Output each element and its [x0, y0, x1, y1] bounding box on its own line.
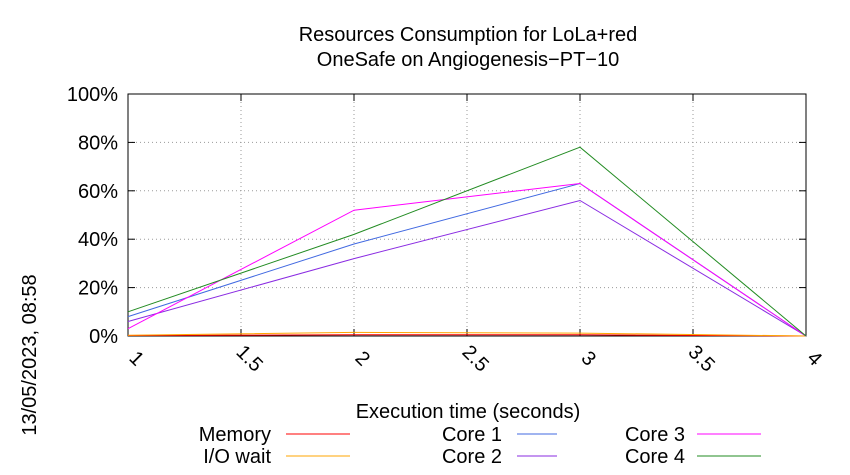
- series-line-memory: [127, 334, 807, 337]
- gridlines: [128, 94, 806, 336]
- y-tick-label: 80%: [78, 132, 118, 154]
- chart-title: Resources Consumption for LoLa+red: [299, 24, 638, 46]
- x-tick-label: 3.5: [684, 341, 719, 376]
- chart-subtitle: OneSafe on Angiogenesis−PT−10: [317, 49, 619, 71]
- timestamp-label: 13/05/2023, 08:58: [19, 274, 41, 435]
- series-line-core-3: [127, 182, 807, 337]
- legend-label: Core 4: [625, 446, 685, 468]
- y-tick-label: 0%: [89, 326, 118, 348]
- legend-label: Core 2: [442, 446, 502, 468]
- legend-label: Memory: [199, 424, 271, 446]
- series-lines: [127, 146, 807, 337]
- series-line-i-o-wait: [127, 331, 807, 337]
- x-tick-label: 4: [803, 347, 826, 370]
- legend-label: Core 1: [442, 424, 502, 446]
- series-line-core-2: [127, 199, 807, 337]
- y-tick-label: 20%: [78, 278, 118, 300]
- series-line-core-4: [127, 146, 807, 337]
- y-tick-label: 40%: [78, 229, 118, 251]
- y-tick-label: 100%: [67, 84, 118, 106]
- x-tick-label: 1.5: [232, 341, 267, 376]
- x-tick-label: 1: [125, 347, 148, 370]
- legend-label: Core 3: [625, 424, 685, 446]
- y-axis-ticks: 0% 20% 40% 60% 80% 100%: [67, 84, 806, 348]
- x-tick-label: 3: [577, 347, 600, 370]
- x-axis-label: Execution time (seconds): [356, 401, 581, 423]
- x-tick-label: 2: [351, 347, 374, 370]
- y-tick-label: 60%: [78, 181, 118, 203]
- legend-label: I/O wait: [203, 446, 271, 468]
- x-tick-label: 2.5: [458, 341, 493, 376]
